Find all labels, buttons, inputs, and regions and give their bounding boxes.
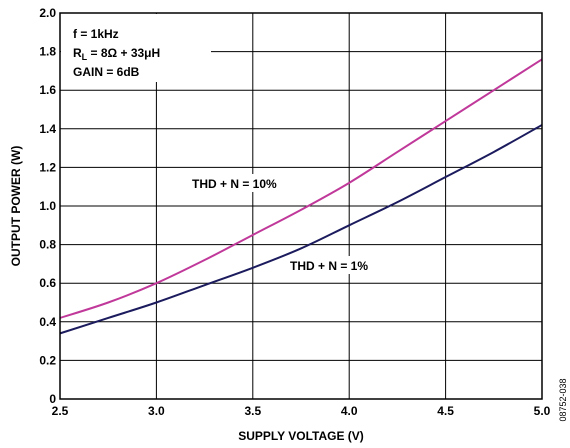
x-tick-label: 4.0: [341, 404, 358, 418]
y-tick-label: 0.4: [39, 315, 56, 329]
x-tick-label: 5.0: [534, 404, 551, 418]
x-tick-label: 3.0: [148, 404, 165, 418]
x-tick-label: 3.5: [244, 404, 261, 418]
condition-load-r: R: [73, 46, 82, 60]
series-label-bg-1: [286, 256, 408, 274]
y-axis-title: OUTPUT POWER (W): [9, 146, 23, 267]
series-line-1: [59, 124, 543, 335]
x-tick-label: 4.5: [437, 404, 454, 418]
y-tick-labels: 0 0.2 0.4 0.6 0.8 1.0 1.2 1.4 1.6 1.8 2.0: [39, 6, 56, 406]
y-tick-label: 1.8: [39, 45, 56, 59]
figure-id: 08752-038: [558, 378, 568, 421]
x-tick-labels: 2.5 3.0 3.5 4.0 4.5 5.0: [52, 404, 551, 418]
plot-border: [59, 12, 543, 400]
x-tick-label: 2.5: [52, 404, 69, 418]
series-label-thd-10: THD + N = 10%: [192, 177, 277, 191]
y-tick-label: 0: [49, 392, 56, 406]
y-tick-label: 1.4: [39, 122, 56, 136]
condition-load: RL = 8Ω + 33μH: [73, 46, 160, 62]
condition-frequency: f = 1kHz: [73, 27, 119, 41]
series-lines: [59, 58, 543, 335]
conditions-box: [61, 14, 211, 82]
y-tick-label: 1.0: [39, 199, 56, 213]
x-axis-title: SUPPLY VOLTAGE (V): [238, 429, 364, 443]
y-tick-label: 1.2: [39, 160, 56, 174]
condition-load-value: = 8Ω + 33μH: [87, 46, 160, 60]
series-label-bg-10: [188, 174, 320, 192]
condition-gain: GAIN = 6dB: [73, 65, 140, 79]
y-tick-label: 0.8: [39, 238, 56, 252]
y-tick-label: 0.6: [39, 276, 56, 290]
y-tick-label: 2.0: [39, 6, 56, 20]
grid-lines: [60, 13, 542, 399]
series-label-thd-1: THD + N = 1%: [290, 259, 368, 273]
series-line-0: [59, 58, 543, 319]
condition-load-sub: L: [82, 52, 88, 62]
y-tick-label: 0.2: [39, 353, 56, 367]
y-tick-label: 1.6: [39, 83, 56, 97]
